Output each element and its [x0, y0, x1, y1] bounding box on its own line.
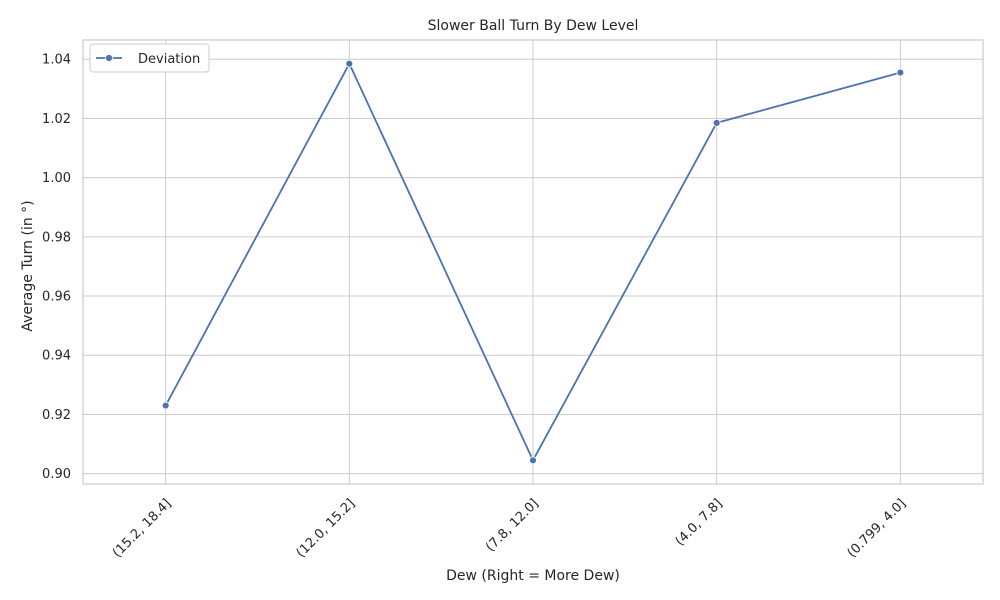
- chart-title: Slower Ball Turn By Dew Level: [428, 18, 639, 34]
- y-tick-label: 0.92: [42, 408, 71, 423]
- x-tick-label: (15.2, 18.4]: [110, 496, 175, 561]
- x-axis-label: Dew (Right = More Dew): [446, 568, 620, 584]
- y-tick-label: 1.04: [42, 53, 71, 68]
- legend-box: [89, 43, 210, 73]
- x-axis-ticks: (15.2, 18.4] (12.0, 15.2] (7.8, 12.0] (4.0,…: [110, 496, 909, 561]
- x-tick-label: (7.8, 12.0]: [483, 496, 542, 555]
- plot-border: [82, 39, 984, 485]
- y-tick-label: 0.94: [42, 349, 71, 364]
- x-tick-label: (12.0, 15.2]: [294, 496, 359, 561]
- data-point: [529, 456, 537, 465]
- legend: Deviation: [89, 43, 210, 73]
- x-tick-label: (4.0, 7.8]: [673, 496, 726, 549]
- y-tick-label: 0.96: [42, 290, 71, 305]
- legend-label: Deviation: [138, 52, 200, 67]
- y-tick-label: 1.02: [42, 112, 71, 127]
- series-deviation: [161, 59, 905, 465]
- y-tick-label: 1.00: [42, 171, 71, 186]
- y-axis-ticks: 0.90 0.92 0.94 0.96 0.98 1.00 1.02 1.04: [42, 53, 71, 482]
- y-axis-label: Average Turn (in °): [20, 200, 36, 331]
- y-tick-label: 0.90: [42, 467, 71, 482]
- plot-frame: [82, 39, 984, 485]
- data-point: [712, 118, 721, 127]
- data-point: [896, 68, 905, 77]
- data-point: [161, 401, 170, 410]
- x-tick-label: (0.799, 4.0]: [845, 496, 910, 561]
- legend-marker-swatch: [105, 54, 113, 62]
- data-point: [345, 59, 354, 68]
- grid: [83, 40, 983, 484]
- y-tick-label: 0.98: [42, 230, 71, 245]
